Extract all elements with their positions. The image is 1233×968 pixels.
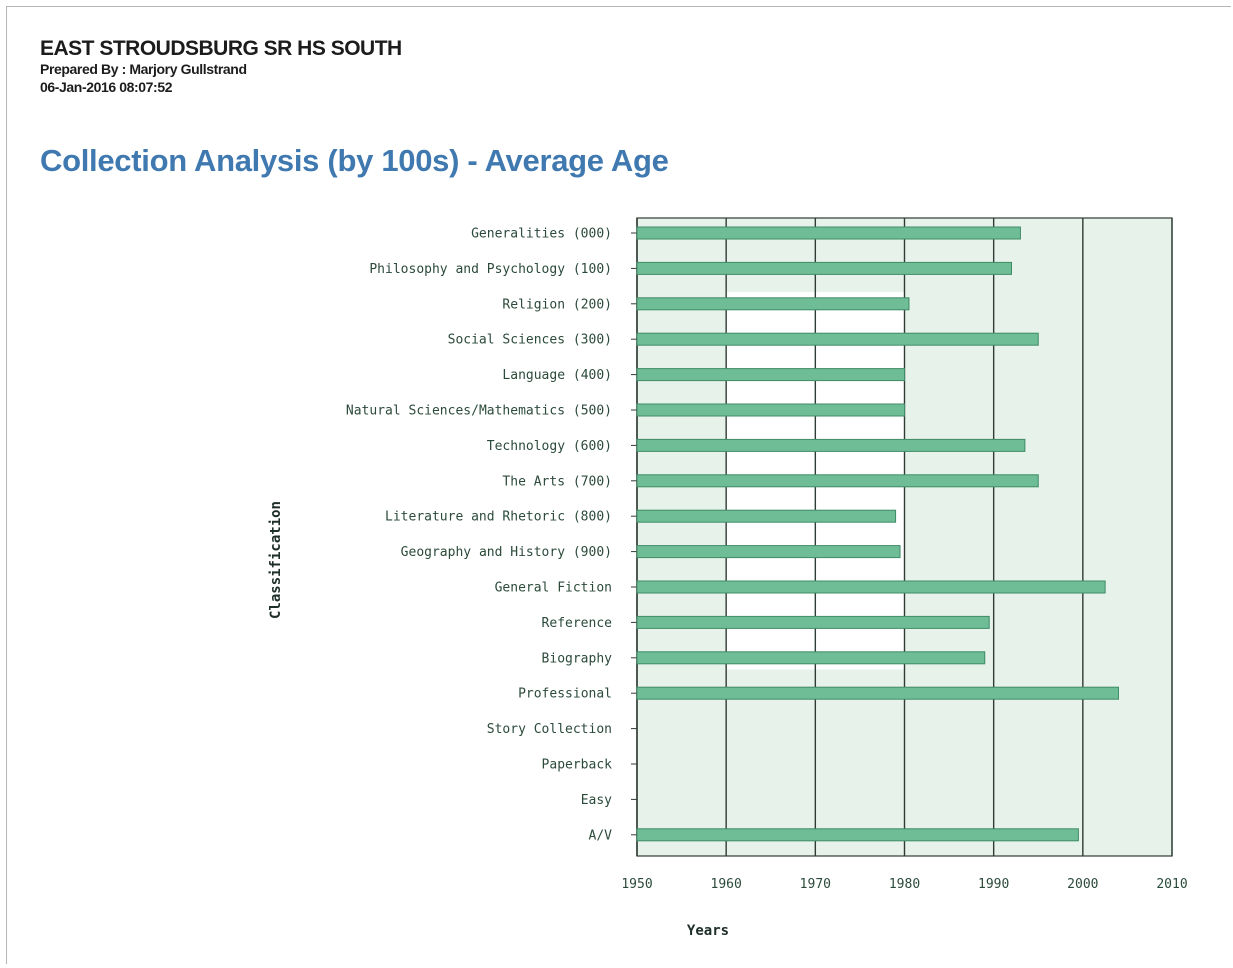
y-axis-label: Classification <box>268 501 284 619</box>
bar <box>636 438 1026 452</box>
bar <box>636 332 1039 346</box>
bar <box>636 545 901 559</box>
report-timestamp: 06-Jan-2016 08:07:52 <box>40 79 173 95</box>
x-tick-label: 1950 <box>621 877 652 892</box>
category-label: Language (400) <box>502 368 612 383</box>
bar <box>636 828 1079 842</box>
bar <box>636 403 905 417</box>
bar <box>636 580 1106 594</box>
bar <box>636 261 1012 275</box>
bar <box>636 686 1119 700</box>
category-label: Paperback <box>542 758 613 773</box>
bar <box>636 297 910 311</box>
report-frame <box>6 6 1231 964</box>
bar <box>636 651 986 665</box>
x-tick-label: 1980 <box>889 877 920 892</box>
category-label: Social Sciences (300) <box>448 333 612 348</box>
bar <box>636 509 897 523</box>
category-label: Religion (200) <box>502 297 612 312</box>
category-label: Technology (600) <box>487 439 612 454</box>
x-tick-label: 1990 <box>978 877 1009 892</box>
category-label: Literature and Rhetoric (800) <box>385 510 612 525</box>
category-label: General Fiction <box>495 581 612 596</box>
category-label: Biography <box>542 651 613 666</box>
x-axis-label: Years <box>687 923 729 939</box>
category-label: Reference <box>542 616 613 631</box>
bar <box>636 226 1021 240</box>
category-label: Easy <box>581 793 612 808</box>
bar <box>636 615 990 629</box>
x-tick-label: 1970 <box>800 877 831 892</box>
x-tick-label: 1960 <box>711 877 742 892</box>
category-label: Philosophy and Psychology (100) <box>369 262 612 277</box>
category-label: A/V <box>589 828 613 843</box>
plot-border <box>636 217 1173 857</box>
category-label: The Arts (700) <box>502 474 612 489</box>
bar <box>636 368 905 382</box>
category-label: Natural Sciences/Mathematics (500) <box>346 404 612 419</box>
bar <box>636 474 1039 488</box>
category-label: Generalities (000) <box>471 227 612 242</box>
prepared-by: Prepared By : Marjory Gullstrand <box>40 61 247 77</box>
chart-title: Collection Analysis (by 100s) - Average … <box>40 143 669 178</box>
category-label: Professional <box>518 687 612 702</box>
school-name: EAST STROUDSBURG SR HS SOUTH <box>40 37 402 60</box>
category-label: Story Collection <box>487 722 612 737</box>
x-tick-label: 2000 <box>1067 877 1098 892</box>
x-tick-label: 2010 <box>1156 877 1187 892</box>
category-label: Geography and History (900) <box>401 545 612 560</box>
